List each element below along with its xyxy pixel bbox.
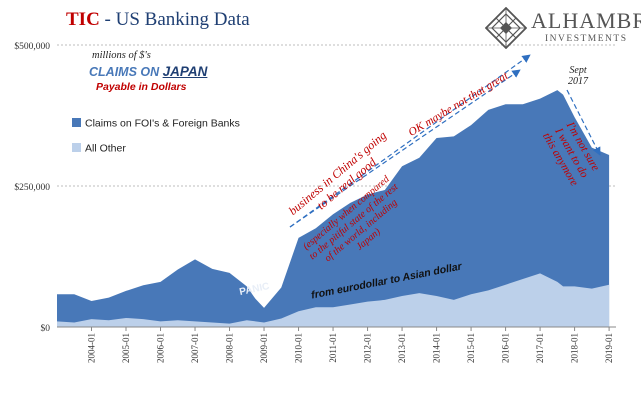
y-tick-label: $0 — [41, 323, 51, 334]
x-tick-label: 2014-01 — [432, 333, 442, 363]
legend-label: Claims on FOI's & Foreign Banks — [85, 118, 240, 130]
x-tick-label: 2006-01 — [156, 333, 166, 363]
logo-name: ALHAMBRA — [531, 8, 641, 33]
x-tick-label: 2008-01 — [225, 333, 235, 363]
x-tick-label: 2019-01 — [604, 333, 614, 363]
x-tick-label: 2004-01 — [87, 333, 97, 363]
y-tick-label: $500,000 — [14, 41, 50, 52]
annotation-panic: PANIC — [238, 281, 270, 298]
annotation-line: Sept — [569, 65, 586, 76]
series-area-foi — [57, 90, 610, 328]
arrow-up-growth — [289, 54, 531, 228]
payable-note: Payable in Dollars — [96, 81, 187, 93]
x-tick-label: 2007-01 — [190, 333, 200, 363]
x-tick-label: 2015-01 — [466, 333, 476, 363]
annotation-arrows — [289, 54, 601, 228]
x-tick-label: 2005-01 — [121, 333, 131, 363]
x-tick-label: 2011-01 — [328, 333, 338, 363]
units-note: millions of $'s — [92, 50, 151, 61]
series-area-other — [57, 273, 610, 327]
legend-label: All Other — [85, 143, 126, 155]
arrow-ok — [289, 69, 521, 228]
x-tick-label: 2013-01 — [397, 333, 407, 363]
logo-subtitle: INVESTMENTS — [545, 34, 628, 44]
title-highlight: TIC — [66, 9, 100, 30]
arrow-sept — [566, 89, 601, 156]
logo: ALHAMBRA INVESTMENTS — [485, 6, 641, 50]
y-tick-label: $250,000 — [14, 182, 50, 193]
title-rest: - US Banking Data — [99, 9, 250, 30]
x-tick-label: 2018-01 — [570, 333, 580, 363]
x-tick-label: 2016-01 — [501, 333, 511, 363]
stacked-areas — [57, 90, 610, 328]
legend: Claims on FOI's & Foreign Banks All Other — [72, 118, 240, 155]
claims-on-note: CLAIMS ON JAPAN — [89, 64, 207, 79]
legend-swatch — [72, 118, 81, 127]
x-tick-label: 2009-01 — [259, 333, 269, 363]
x-tick-label: 2017-01 — [535, 333, 545, 363]
chart-title: TIC - US Banking Data — [66, 9, 250, 31]
x-tick-label: 2012-01 — [363, 333, 373, 363]
claims-on-text: CLAIMS ON — [89, 65, 163, 79]
x-tick-label: 2010-01 — [294, 333, 304, 363]
country-text: JAPAN — [162, 64, 208, 79]
legend-swatch — [72, 143, 81, 152]
diamond-lattice-icon — [485, 7, 527, 49]
annotation-line: 2017 — [568, 76, 589, 87]
axes: $0 $250,000 $500,000 2004-01 2005-01 2006-01 2… — [14, 41, 616, 363]
annotation-line: PANIC — [238, 281, 270, 298]
